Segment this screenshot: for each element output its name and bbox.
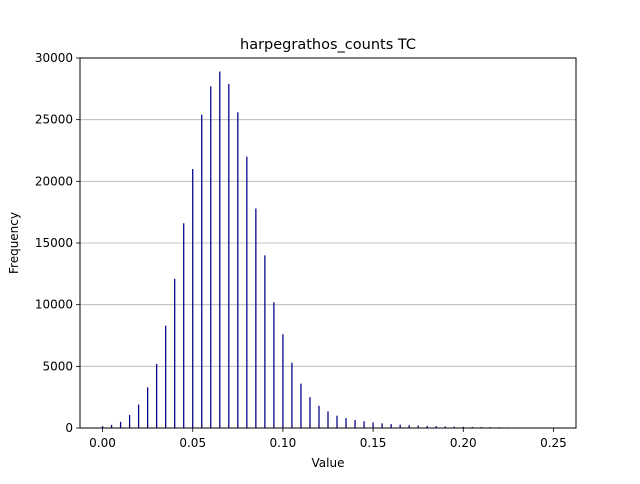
x-tick-label: 0.15: [360, 436, 387, 450]
histogram-bar: [174, 279, 175, 428]
histogram-bar: [129, 415, 130, 428]
y-tick-label: 0: [65, 421, 73, 435]
histogram-bar: [255, 208, 256, 428]
histogram-bar: [282, 334, 283, 428]
histogram-bar: [363, 421, 364, 428]
histogram-bar: [318, 406, 319, 428]
histogram-bar: [381, 423, 382, 428]
histogram-bar: [120, 422, 121, 428]
histogram-bar: [156, 364, 157, 428]
histogram-bar: [237, 112, 238, 428]
histogram-bar: [372, 422, 373, 428]
y-tick-label: 10000: [35, 298, 73, 312]
histogram-bar: [192, 169, 193, 428]
x-tick-label: 0.20: [450, 436, 477, 450]
histogram-bar: [327, 411, 328, 428]
histogram-bar: [219, 72, 220, 428]
y-tick-label: 20000: [35, 174, 73, 188]
x-tick-label: 0.10: [270, 436, 297, 450]
histogram-bar: [354, 420, 355, 428]
histogram-bar: [309, 397, 310, 428]
histogram-bar: [147, 387, 148, 428]
histogram-bar: [201, 115, 202, 428]
histogram-bar: [165, 326, 166, 428]
histogram-bar: [273, 302, 274, 428]
histogram-bar: [228, 84, 229, 428]
x-axis-label: Value: [312, 456, 345, 470]
histogram-bar: [264, 255, 265, 428]
y-tick-label: 5000: [42, 359, 73, 373]
histogram-bar: [210, 86, 211, 428]
histogram-bar: [138, 405, 139, 428]
y-tick-label: 15000: [35, 236, 73, 250]
chart-title: harpegrathos_counts TC: [240, 37, 416, 53]
y-tick-label: 30000: [35, 51, 73, 65]
y-tick-label: 25000: [35, 113, 73, 127]
histogram-bar: [336, 416, 337, 428]
histogram-bar: [390, 424, 391, 428]
x-tick-label: 0.25: [540, 436, 567, 450]
x-tick-label: 0.00: [89, 436, 116, 450]
y-axis-label: Frequency: [7, 212, 21, 274]
histogram-bar: [183, 223, 184, 428]
histogram-bar: [345, 418, 346, 428]
x-tick-label: 0.05: [179, 436, 206, 450]
histogram-bar: [300, 384, 301, 428]
histogram-bar: [291, 363, 292, 428]
histogram-bar: [246, 157, 247, 428]
